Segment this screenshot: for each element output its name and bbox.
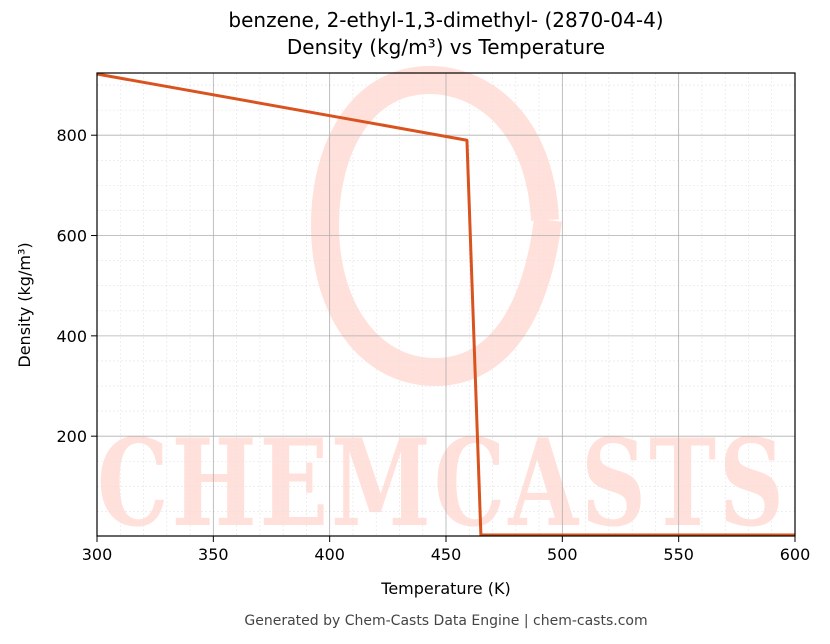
watermark: CHEMCASTS bbox=[97, 413, 787, 554]
footer: Generated by Chem-Casts Data Engine | ch… bbox=[244, 613, 647, 629]
x-tick-label: 550 bbox=[663, 545, 694, 564]
x-tick-label: 400 bbox=[314, 545, 345, 564]
x-tick-label: 500 bbox=[547, 545, 578, 564]
plot-area: CHEMCASTS bbox=[97, 65, 787, 554]
y-axis-label: Density (kg/m³) bbox=[15, 242, 34, 367]
x-tick-label: 300 bbox=[82, 545, 113, 564]
x-tick-label: 600 bbox=[780, 545, 811, 564]
x-axis-label: Temperature (K) bbox=[380, 579, 510, 598]
x-tick-label: 350 bbox=[198, 545, 229, 564]
x-tick-label: 450 bbox=[431, 545, 462, 564]
plot-frame bbox=[96, 72, 796, 537]
chart-subtitle: Density (kg/m³) vs Temperature bbox=[287, 35, 605, 59]
y-tick-label: 600 bbox=[56, 227, 87, 246]
y-tick-label: 200 bbox=[56, 427, 87, 446]
y-tick-label: 800 bbox=[56, 126, 87, 145]
y-tick-label: 400 bbox=[56, 327, 87, 346]
chart-title: benzene, 2-ethyl-1,3-dimethyl- (2870-04-… bbox=[228, 8, 663, 32]
watermark-logo bbox=[310, 65, 562, 387]
data-line bbox=[96, 72, 795, 537]
